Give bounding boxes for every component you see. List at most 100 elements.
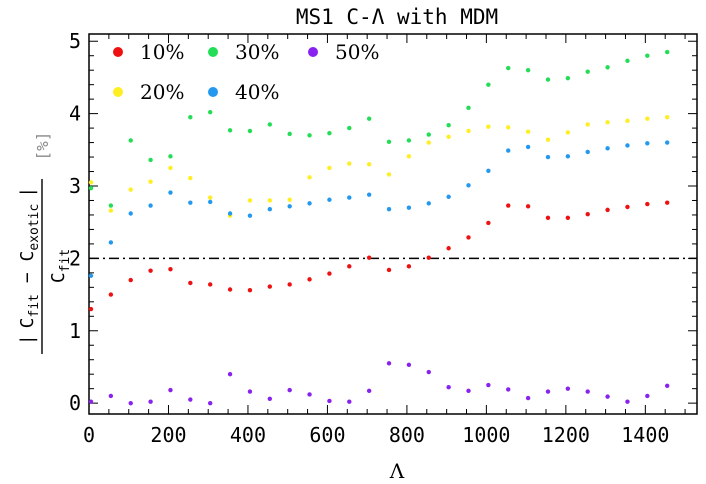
data-point [188, 175, 193, 181]
data-point [327, 165, 332, 171]
legend-marker [113, 87, 123, 97]
data-point [168, 165, 173, 171]
y-tick-labels: 0 1 2 3 4 5 [69, 29, 81, 415]
data-point [565, 386, 571, 391]
y-label-c-exotic-sub: exotic [27, 204, 42, 251]
data-point [327, 398, 332, 404]
data-point [645, 53, 650, 58]
y-label-c-fit-den-sub: fit [58, 249, 73, 272]
data-point [585, 69, 590, 74]
legend-label: 10% [140, 40, 184, 64]
data-point [565, 130, 571, 135]
legend-item: 30% [208, 40, 279, 64]
data-point [188, 200, 193, 205]
data-point [585, 212, 590, 217]
data-point [307, 392, 312, 397]
data-point [525, 129, 531, 134]
data-point [247, 288, 253, 293]
y-label-c-fit-den: C [48, 272, 69, 283]
data-point [545, 77, 551, 82]
data-point [664, 49, 670, 55]
data-point [426, 201, 431, 206]
x-tick-label: 0 [83, 423, 95, 447]
y-label-denominator: Cfit [48, 249, 73, 283]
y-label-c-fit-sub: fit [27, 294, 42, 317]
data-point [128, 138, 133, 143]
data-point [148, 157, 153, 163]
y-tick-label: 4 [69, 102, 81, 126]
data-point [148, 268, 153, 273]
data-point [625, 143, 630, 148]
data-point [168, 387, 173, 393]
data-point [307, 201, 312, 206]
data-points [88, 49, 670, 406]
data-point [366, 192, 372, 197]
data-point [386, 206, 392, 212]
chart-title: MS1 C-Λ with MDM [296, 5, 498, 29]
data-point [585, 122, 590, 127]
data-point [148, 179, 153, 184]
data-point [446, 134, 451, 139]
data-point [347, 195, 352, 200]
plot-frame [88, 33, 698, 415]
legend-label: 40% [235, 80, 279, 104]
data-point [605, 207, 610, 213]
data-point [108, 203, 114, 208]
data-point [247, 128, 253, 134]
legend-marker [208, 47, 218, 57]
data-point [605, 65, 610, 70]
data-point [426, 255, 431, 260]
data-point [486, 382, 491, 388]
data-point [366, 388, 372, 394]
y-tick-label: 0 [69, 391, 81, 415]
y-label-c-fit: C [17, 317, 38, 328]
data-point [208, 195, 213, 200]
data-point [664, 383, 670, 388]
data-point [128, 211, 133, 216]
y-label-bar-left: | [17, 334, 38, 345]
data-point [247, 389, 253, 394]
data-point [108, 208, 114, 213]
data-point [664, 140, 670, 145]
data-point [227, 211, 233, 216]
data-point [287, 282, 292, 287]
series-2 [88, 115, 670, 218]
data-point [88, 399, 94, 404]
y-label-unit: [%] [33, 132, 52, 161]
data-point [506, 65, 511, 71]
legend-item: 50% [308, 40, 379, 64]
data-point [386, 172, 392, 177]
data-point [267, 396, 273, 401]
data-point [565, 215, 571, 221]
data-point [386, 139, 392, 145]
data-point [88, 185, 94, 191]
data-point [525, 204, 531, 209]
data-point [386, 361, 392, 366]
x-tick-label: 400 [230, 423, 266, 447]
data-point [446, 385, 451, 390]
data-point [486, 82, 491, 87]
data-point [426, 369, 431, 375]
data-point [148, 203, 153, 208]
data-point [208, 199, 213, 205]
y-label-numerator: | Cfit − Cexotic | [17, 187, 42, 345]
data-point [645, 141, 650, 146]
data-point [307, 175, 312, 180]
x-tick-label: 1200 [542, 423, 590, 447]
data-point [426, 132, 431, 137]
y-label-bar-right: | [17, 187, 38, 198]
data-point [347, 399, 352, 404]
y-label-c-exotic: C [17, 251, 38, 262]
data-point [168, 154, 173, 159]
data-point [645, 393, 650, 399]
data-point [605, 120, 610, 125]
data-point [466, 388, 471, 394]
data-point [128, 277, 133, 283]
legend-label: 30% [235, 40, 279, 64]
data-point [506, 125, 511, 130]
data-point [347, 125, 352, 131]
data-point [287, 131, 292, 137]
x-tick-label: 600 [309, 423, 345, 447]
x-tick-label: 1000 [462, 423, 510, 447]
